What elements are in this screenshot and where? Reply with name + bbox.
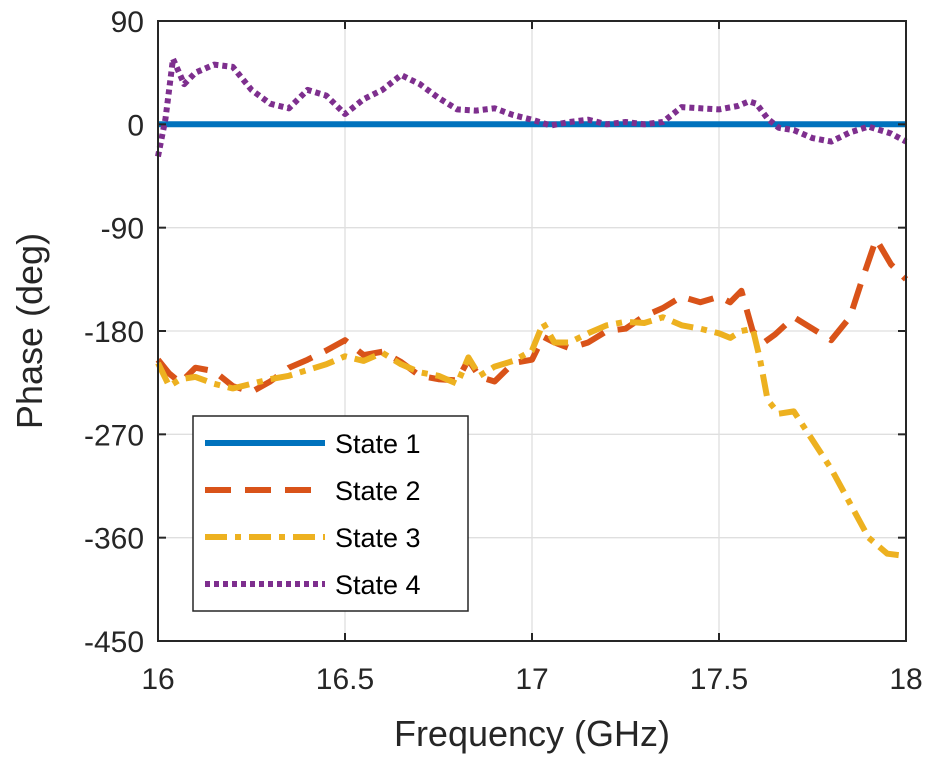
legend-box bbox=[192, 415, 469, 612]
x-tick-label-17-5: 17.5 bbox=[690, 663, 748, 696]
series-line-state-4 bbox=[155, 55, 908, 158]
series-line-state-3 bbox=[155, 314, 907, 559]
x-tick-label-16-5: 16.5 bbox=[316, 663, 374, 696]
ticks bbox=[157, 20, 907, 642]
y-tick-labels: 90 0 -90 -180 -270 -360 -450 bbox=[84, 6, 144, 659]
y-axis-label: Phase (deg) bbox=[9, 233, 50, 429]
legend-label-state-2: State 2 bbox=[335, 476, 421, 506]
legend-label-state-3: State 3 bbox=[335, 523, 421, 553]
series-line-state-2 bbox=[155, 236, 909, 395]
y-tick-label-360: -360 bbox=[84, 523, 144, 556]
y-tick-label-180: -180 bbox=[84, 316, 144, 349]
y-tick-label-90: 90 bbox=[111, 6, 144, 39]
x-axis-label: Frequency (GHz) bbox=[394, 713, 670, 754]
y-tick-label-0: 0 bbox=[127, 109, 144, 142]
legend-label-state-4: State 4 bbox=[335, 570, 421, 600]
x-tick-labels: 16 16.5 17 17.5 18 bbox=[141, 663, 922, 696]
series-group bbox=[155, 55, 909, 559]
legend: State 1 State 2 State 3 State 4 bbox=[192, 415, 469, 612]
x-tick-label-16: 16 bbox=[141, 663, 174, 696]
x-tick-label-18: 18 bbox=[889, 663, 922, 696]
x-tick-label-17: 17 bbox=[515, 663, 548, 696]
legend-label-state-1: State 1 bbox=[335, 429, 421, 459]
y-tick-label-450: -450 bbox=[84, 626, 144, 659]
y-tick-label-270: -270 bbox=[84, 419, 144, 452]
y-tick-label-90: -90 bbox=[101, 213, 144, 246]
